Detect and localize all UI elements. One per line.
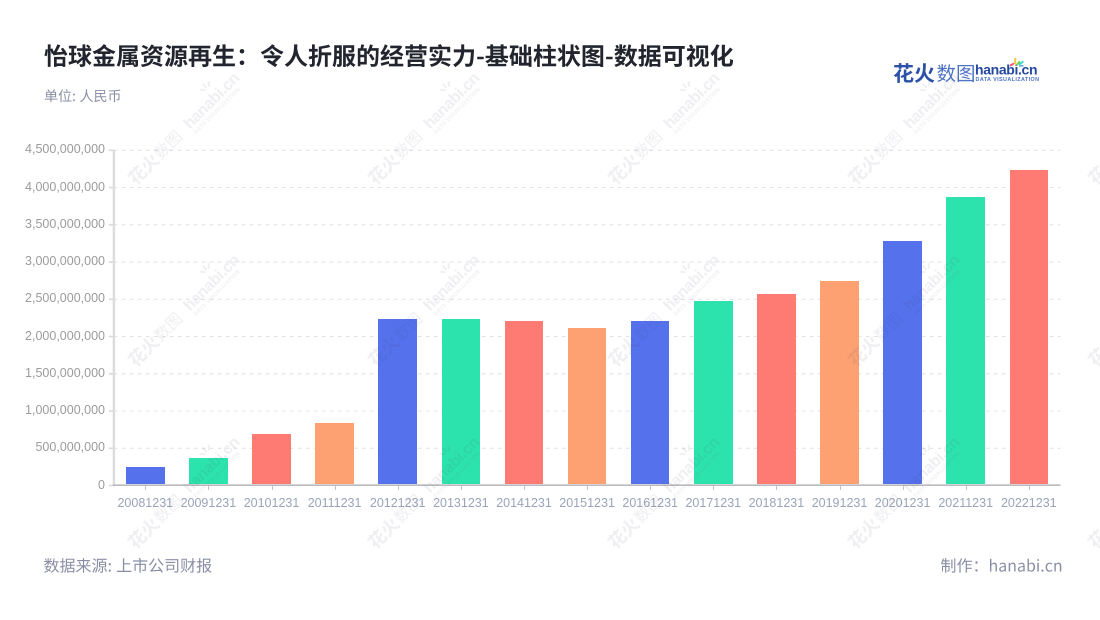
svg-text:hanabi.cn: hanabi.cn [975,62,1037,78]
svg-text:DATA VISUALIZATION: DATA VISUALIZATION [976,77,1040,83]
